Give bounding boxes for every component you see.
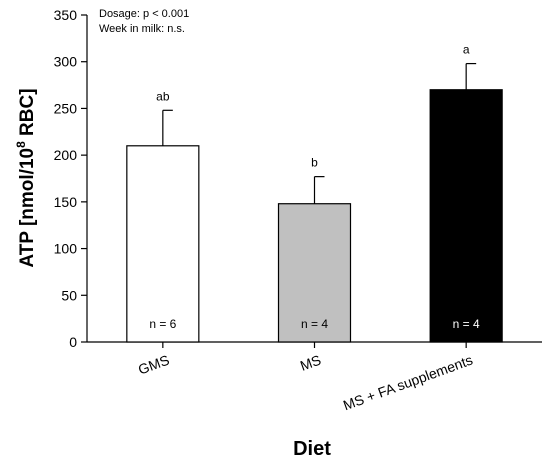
y-axis-title: ATP [nmol/108 RBC]	[14, 88, 38, 267]
x-tick-label-ms: MS	[298, 352, 323, 374]
significance-label-gms: ab	[156, 89, 170, 103]
x-tick-label-gms: GMS	[136, 352, 171, 378]
y-axis-title-tail: RBC]	[17, 88, 38, 141]
y-axis: 0 50 100 150 200 250 300 350	[54, 7, 88, 350]
n-label-ms-fa-supplements: n = 4	[453, 317, 480, 331]
y-tick-label-250: 250	[54, 100, 78, 116]
y-tick-label-50: 50	[61, 287, 77, 303]
annotation-week-in-milk: Week in milk: n.s.	[99, 23, 185, 35]
y-tick-label-300: 300	[54, 54, 78, 70]
significance-label-ms-fa-supplements: a	[463, 43, 470, 57]
n-label-gms: n = 6	[149, 317, 176, 331]
y-tick-label-350: 350	[54, 7, 78, 23]
y-axis-title-superscript: 8	[14, 141, 28, 148]
x-tick-label-ms-fa-supplements: MS + FA supplements	[341, 352, 475, 414]
y-tick-label-100: 100	[54, 241, 78, 257]
annotation-dosage: Dosage: p < 0.001	[99, 8, 189, 20]
x-axis-title: Diet	[293, 438, 331, 460]
x-axis: GMS MS MS + FA supplements	[87, 341, 542, 414]
n-label-ms: n = 4	[301, 317, 328, 331]
significance-label-ms: b	[311, 156, 318, 170]
y-tick-label-150: 150	[54, 194, 78, 210]
y-tick-label-200: 200	[54, 147, 78, 163]
bar-ms-fa-supplements	[429, 89, 503, 343]
annotations: Dosage: p < 0.001 Week in milk: n.s.	[99, 8, 189, 35]
bar-ms	[277, 203, 352, 343]
bar-gms	[126, 145, 200, 343]
y-axis-title-main: ATP [nmol/10	[17, 148, 38, 268]
y-tick-label-0: 0	[69, 334, 77, 350]
bars: ab n = 6 b n = 4 a n = 4	[126, 43, 503, 343]
